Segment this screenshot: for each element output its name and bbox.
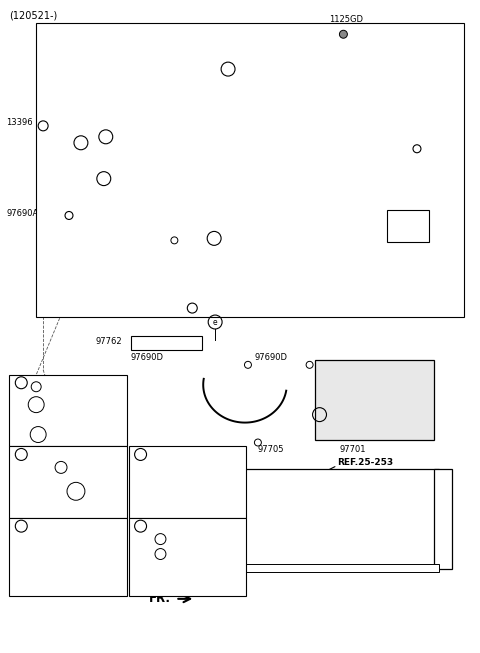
Text: FR.: FR. <box>148 592 170 605</box>
Text: 97774: 97774 <box>210 191 237 200</box>
Text: 97690D: 97690D <box>131 353 164 362</box>
Bar <box>434 470 452 569</box>
Circle shape <box>171 237 178 244</box>
Text: a: a <box>79 138 84 148</box>
Circle shape <box>306 361 313 368</box>
Text: 97785B: 97785B <box>156 450 188 459</box>
Circle shape <box>254 439 262 446</box>
Text: b: b <box>19 450 24 459</box>
Text: e: e <box>213 317 217 326</box>
Text: A: A <box>212 234 217 243</box>
Text: d: d <box>226 65 230 74</box>
Text: a: a <box>19 378 24 387</box>
Circle shape <box>65 212 73 219</box>
Text: 97812B: 97812B <box>29 478 60 487</box>
Text: 1125GD: 1125GD <box>329 15 363 24</box>
Bar <box>129 518 246 596</box>
Text: 97705: 97705 <box>258 445 284 454</box>
Text: 97690D: 97690D <box>255 353 288 362</box>
Text: b: b <box>103 133 108 141</box>
Text: 97775A: 97775A <box>248 25 280 34</box>
Text: 13396: 13396 <box>198 304 225 313</box>
Text: 97763: 97763 <box>195 42 222 51</box>
Text: 97762: 97762 <box>96 338 122 347</box>
Circle shape <box>339 30 348 39</box>
Text: 97690A: 97690A <box>6 209 38 218</box>
Text: 97690A: 97690A <box>329 144 362 153</box>
Text: 97690F: 97690F <box>109 69 140 78</box>
Circle shape <box>187 303 197 313</box>
Text: 97788A: 97788A <box>387 244 420 253</box>
Bar <box>387 210 429 242</box>
Text: c: c <box>102 174 106 183</box>
Text: 97623: 97623 <box>374 144 401 153</box>
Bar <box>9 518 127 596</box>
Bar <box>314 360 434 439</box>
Circle shape <box>38 121 48 131</box>
Bar <box>9 375 127 447</box>
Text: (120521-): (120521-) <box>9 10 58 20</box>
Text: 97812A: 97812A <box>175 550 208 558</box>
Text: c: c <box>139 450 143 459</box>
Bar <box>9 447 127 518</box>
Text: 13396: 13396 <box>6 118 33 127</box>
Bar <box>131 470 439 569</box>
Circle shape <box>244 361 252 368</box>
Text: 97690F: 97690F <box>129 236 160 245</box>
Bar <box>36 24 464 317</box>
Text: 97811A: 97811A <box>175 535 208 543</box>
Text: 1140EX: 1140EX <box>433 141 465 150</box>
Text: 97721B: 97721B <box>69 395 101 404</box>
Bar <box>129 447 246 518</box>
Circle shape <box>413 145 421 153</box>
Text: 97811C: 97811C <box>29 465 60 474</box>
Bar <box>131 564 439 572</box>
Text: 97690E: 97690E <box>360 78 391 88</box>
Text: REF.25-253: REF.25-253 <box>337 458 394 467</box>
Bar <box>131 336 202 350</box>
Text: d: d <box>19 522 24 531</box>
Text: 97701: 97701 <box>339 445 366 454</box>
Text: A: A <box>317 410 322 419</box>
Text: 97785A: 97785A <box>66 522 98 531</box>
Text: e: e <box>138 522 143 531</box>
